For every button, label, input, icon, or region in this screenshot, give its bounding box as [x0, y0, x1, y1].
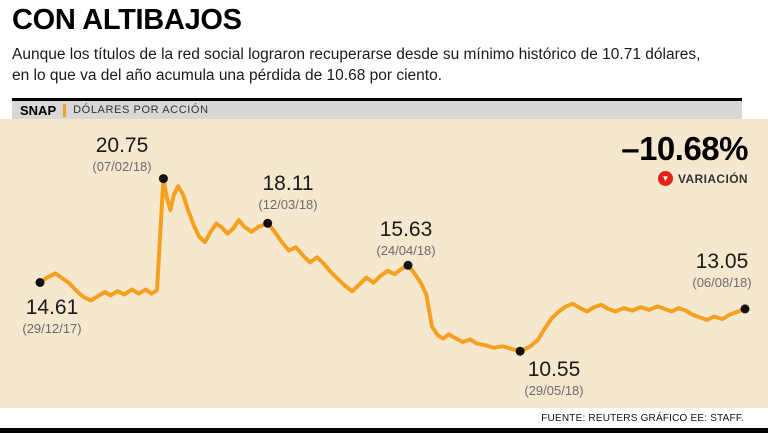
- variation-caption: ▼ VARIACIÓN: [621, 171, 748, 186]
- subtitle-line-2: en lo que va del año acumula una pérdida…: [12, 67, 443, 84]
- price-line: [38, 176, 747, 354]
- ticker-bar: SNAP DÓLARES POR ACCIÓN: [12, 98, 742, 119]
- subtitle: Aunque los títulos de la red social logr…: [12, 44, 700, 86]
- price-chart: [0, 119, 768, 433]
- data-point-dot: [515, 346, 525, 356]
- data-point-dot: [158, 174, 168, 184]
- data-point-dot: [740, 304, 750, 314]
- source-credit: FUENTE: REUTERS GRÁFICO EE: STAFF.: [541, 412, 744, 424]
- data-point-dot: [263, 218, 273, 228]
- data-point-dot: [403, 260, 413, 270]
- data-point-dot: [35, 278, 45, 287]
- bottom-rule: [0, 428, 768, 433]
- down-arrow-icon: ▼: [657, 171, 673, 186]
- variation-label: VARIACIÓN: [677, 171, 748, 186]
- subtitle-line-1: Aunque los títulos de la red social logr…: [12, 46, 701, 63]
- ticker-divider: [63, 103, 67, 117]
- ticker-unit-label: DÓLARES POR ACCIÓN: [73, 104, 209, 116]
- source-strip: FUENTE: REUTERS GRÁFICO EE: STAFF.: [0, 408, 768, 428]
- page-title: CON ALTIBAJOS: [12, 4, 242, 36]
- ticker-symbol: SNAP: [20, 102, 57, 118]
- variation-value: –10.68%: [621, 130, 748, 167]
- variation-block: –10.68% ▼ VARIACIÓN: [621, 130, 748, 186]
- price-line-chart: [35, 174, 750, 356]
